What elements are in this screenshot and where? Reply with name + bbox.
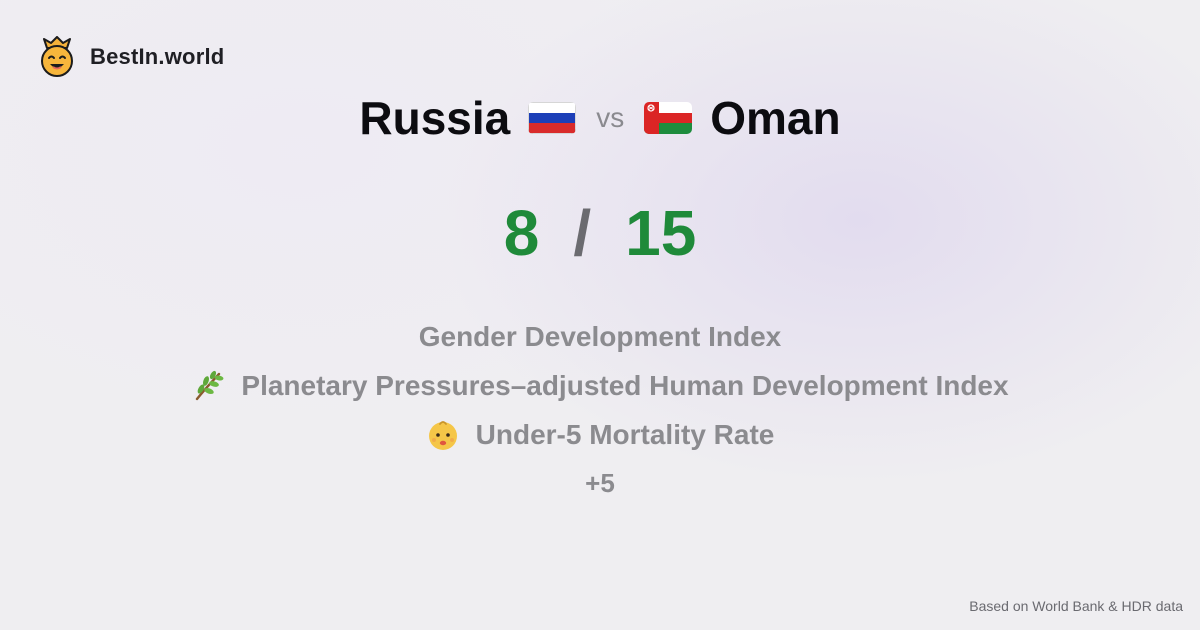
- score-separator: /: [573, 197, 592, 269]
- metrics-list: Gender Development Index Planetary Press…: [0, 312, 1200, 508]
- left-country-name: Russia: [359, 92, 511, 144]
- comparison-title: Russia vs Oman: [0, 88, 1200, 148]
- herb-icon: [196, 370, 224, 400]
- right-country-name: Oman: [710, 92, 841, 144]
- baby-icon: [428, 420, 457, 450]
- oman-flag-icon: [644, 102, 693, 134]
- score: 8 / 15: [0, 196, 1200, 270]
- data-source-note: Based on World Bank & HDR data: [969, 598, 1183, 614]
- brand-name: BestIn.world: [90, 44, 225, 69]
- brand[interactable]: BestIn.world: [38, 36, 224, 78]
- left-score: 8: [503, 197, 540, 269]
- crowned-smiley-icon: [41, 36, 73, 77]
- metric-item-planetary-pressures-hdi: Planetary Pressures–adjusted Human Devel…: [0, 361, 1200, 410]
- right-score: 15: [625, 197, 697, 269]
- metric-label: Under-5 Mortality Rate: [475, 418, 775, 450]
- metric-item-gender-development: Gender Development Index: [0, 312, 1200, 361]
- vs-label: vs: [596, 102, 625, 133]
- russia-flag-icon: [528, 102, 577, 134]
- more-metrics-count[interactable]: +5: [585, 468, 615, 498]
- metric-label: Planetary Pressures–adjusted Human Devel…: [241, 369, 1009, 401]
- metric-label: Gender Development Index: [418, 320, 782, 352]
- metric-item-under-5-mortality: Under-5 Mortality Rate: [0, 410, 1200, 459]
